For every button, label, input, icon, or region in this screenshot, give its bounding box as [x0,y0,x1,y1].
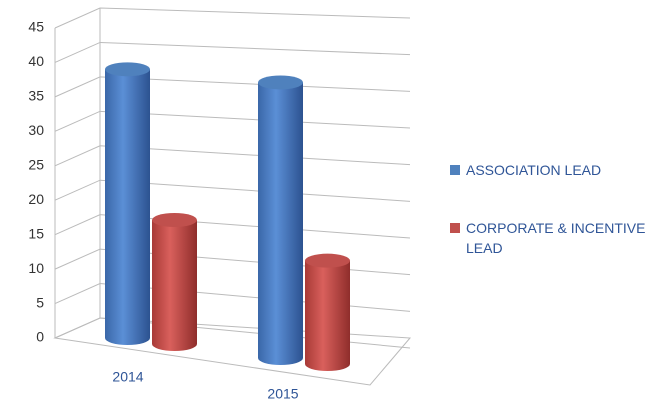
legend-swatch [450,223,460,233]
bar [152,213,197,352]
x-tick-label: 2014 [112,369,143,385]
y-tick-label: 0 [36,329,44,345]
grid-line [54,214,411,239]
y-tick-label: 40 [28,53,44,69]
legend-item: CORPORATE & INCENTIVE LEAD [450,218,660,258]
grid-line [54,41,411,63]
grid-line [54,110,411,132]
bar-part [258,75,303,90]
y-tick-label: 35 [28,88,44,104]
bar-part [105,62,150,77]
y-tick-label: 20 [28,191,44,207]
legend-swatch [450,165,460,175]
legend-label: CORPORATE & INCENTIVE LEAD [466,220,646,256]
bar-part [258,82,303,366]
legend-item: ASSOCIATION LEAD [450,160,660,180]
grid-line [54,7,411,29]
y-tick-label: 15 [28,225,44,241]
bar-part [105,69,150,346]
y-tick-label: 45 [28,19,44,35]
grid-line [54,145,411,167]
bar-part [305,260,350,372]
y-tick-label: 25 [28,156,44,172]
x-tick-label: 2015 [267,386,298,402]
grid-line [54,76,411,98]
grid-line [54,179,411,202]
bar [258,75,303,366]
bar-part [305,253,350,268]
bar [105,62,150,346]
y-tick-label: 5 [36,294,44,310]
bar [305,253,350,372]
bar-part [152,213,197,227]
bar-part [152,220,197,352]
y-tick-label: 30 [28,122,44,138]
y-tick-label: 10 [28,260,44,276]
legend-label: ASSOCIATION LEAD [466,162,602,178]
